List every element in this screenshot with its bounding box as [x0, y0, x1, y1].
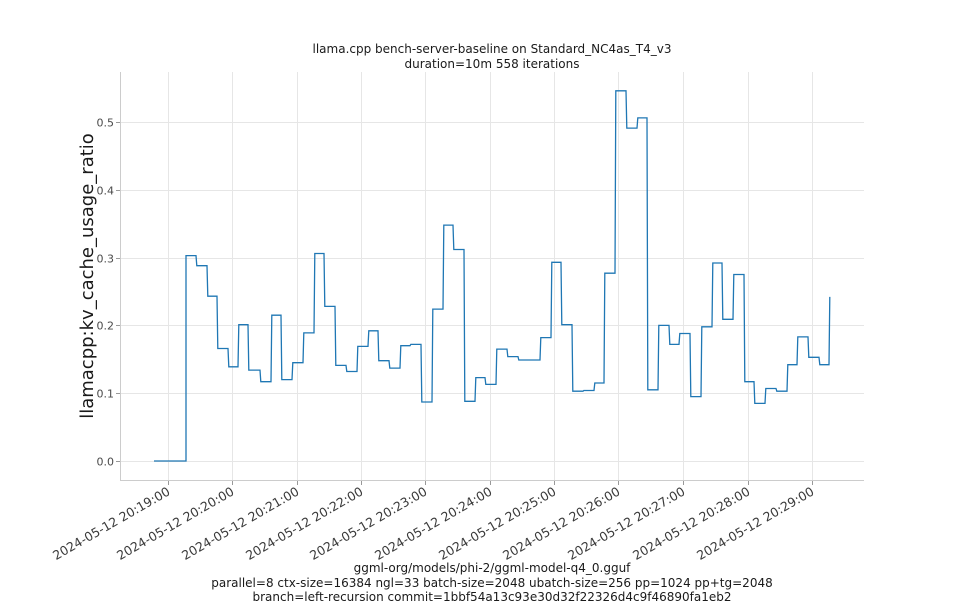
y-axis-ticks: 0.0 0.1 0.2 0.3 0.4 0.5: [97, 117, 120, 469]
axes: [120, 72, 864, 481]
footer-params: parallel=8 ctx-size=16384 ngl=33 batch-s…: [211, 576, 773, 590]
y-tick-label: 0.3: [97, 253, 115, 266]
y-tick-label: 0.5: [97, 117, 115, 130]
x-tick-label: 2024-05-12 20:19:00: [50, 484, 173, 563]
chart-subtitle: duration=10m 558 iterations: [404, 57, 580, 71]
x-tick-label: 2024-05-12 20:22:00: [243, 484, 366, 563]
footer-model: ggml-org/models/phi-2/ggml-model-q4_0.gg…: [353, 561, 631, 575]
y-tick-label: 0.2: [97, 320, 115, 333]
chart-title: llama.cpp bench-server-baseline on Stand…: [312, 42, 672, 56]
x-tick-label: 2024-05-12 20:29:00: [694, 484, 817, 563]
x-tick-label: 2024-05-12 20:28:00: [630, 484, 753, 563]
grid-lines: [121, 72, 864, 480]
series-line-kv-cache-usage: [154, 90, 831, 462]
x-tick-label: 2024-05-12 20:21:00: [179, 484, 302, 563]
footer-commit: branch=left-recursion commit=1bbf54a13c9…: [252, 590, 732, 604]
y-axis-label: llamacpp:kv_cache_usage_ratio: [77, 133, 98, 419]
x-tick-label: 2024-05-12 20:27:00: [565, 484, 688, 563]
x-tick-label: 2024-05-12 20:25:00: [436, 484, 559, 563]
y-tick-label: 0.4: [97, 185, 115, 198]
y-tick-label: 0.1: [97, 388, 115, 401]
x-tick-label: 2024-05-12 20:24:00: [372, 484, 495, 563]
x-tick-label: 2024-05-12 20:23:00: [307, 484, 430, 563]
x-tick-label: 2024-05-12 20:26:00: [500, 484, 623, 563]
y-tick-label: 0.0: [97, 456, 115, 469]
x-tick-label: 2024-05-12 20:20:00: [114, 484, 237, 563]
